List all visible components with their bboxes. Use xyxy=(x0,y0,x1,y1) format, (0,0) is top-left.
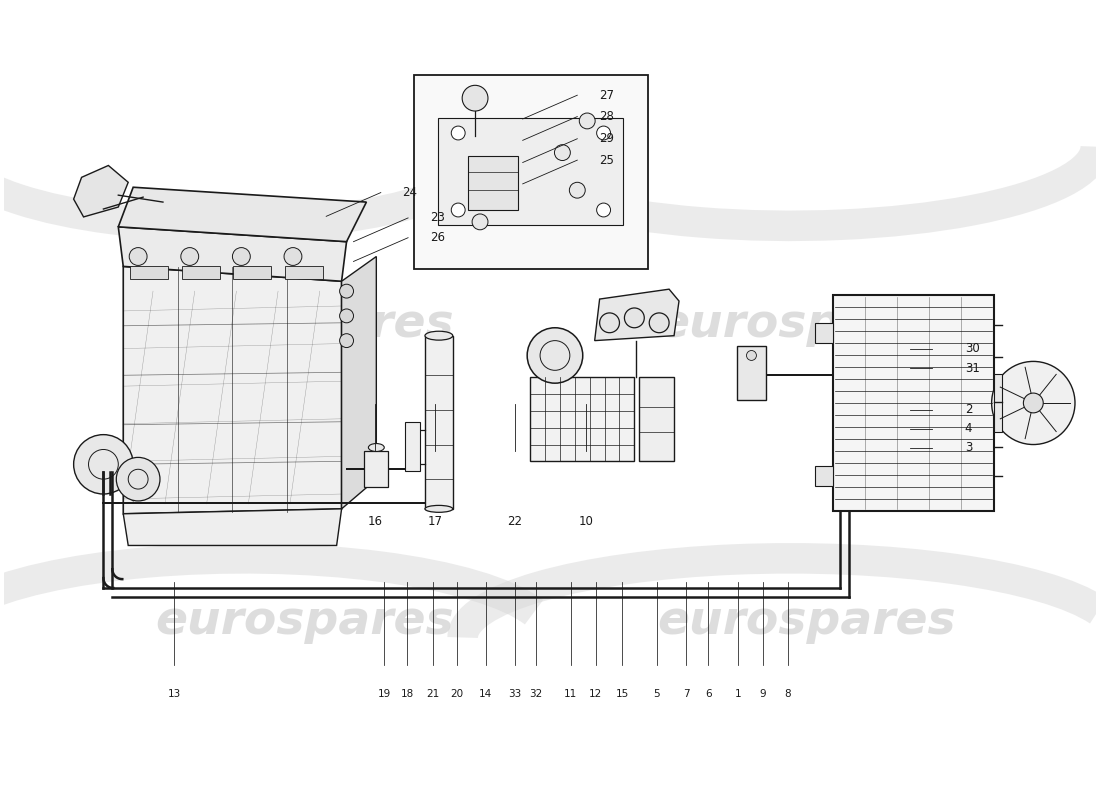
Bar xyxy=(469,155,518,210)
Text: 9: 9 xyxy=(760,689,767,699)
Text: 28: 28 xyxy=(600,110,614,123)
Polygon shape xyxy=(342,257,376,509)
Circle shape xyxy=(340,309,353,323)
Text: 23: 23 xyxy=(430,211,444,225)
Bar xyxy=(639,378,674,462)
Text: eurospares: eurospares xyxy=(657,302,956,347)
Polygon shape xyxy=(74,166,129,217)
Polygon shape xyxy=(815,323,833,342)
Text: 7: 7 xyxy=(683,689,690,699)
Polygon shape xyxy=(130,266,168,279)
Circle shape xyxy=(74,434,133,494)
Circle shape xyxy=(1023,393,1043,413)
Circle shape xyxy=(991,362,1075,445)
Circle shape xyxy=(451,126,465,140)
Circle shape xyxy=(570,182,585,198)
Ellipse shape xyxy=(425,506,453,512)
Text: 24: 24 xyxy=(403,186,418,199)
Text: 19: 19 xyxy=(377,689,390,699)
Circle shape xyxy=(527,328,583,383)
Text: 26: 26 xyxy=(430,231,444,244)
Circle shape xyxy=(554,145,570,161)
Circle shape xyxy=(596,203,611,217)
Text: 30: 30 xyxy=(965,342,980,355)
Polygon shape xyxy=(425,336,453,509)
Text: 3: 3 xyxy=(965,441,972,454)
Text: 31: 31 xyxy=(965,362,980,375)
Text: 33: 33 xyxy=(508,689,521,699)
Text: 27: 27 xyxy=(600,89,614,102)
Text: 21: 21 xyxy=(427,689,440,699)
Bar xyxy=(439,118,624,225)
Polygon shape xyxy=(405,422,420,471)
Text: 6: 6 xyxy=(705,689,712,699)
Text: 5: 5 xyxy=(653,689,660,699)
Circle shape xyxy=(462,86,488,111)
Bar xyxy=(737,346,767,400)
Text: 16: 16 xyxy=(367,514,383,528)
Circle shape xyxy=(600,313,619,333)
Polygon shape xyxy=(595,289,679,341)
Circle shape xyxy=(649,313,669,333)
Text: 13: 13 xyxy=(168,689,182,699)
Circle shape xyxy=(117,458,160,501)
Text: 2: 2 xyxy=(965,403,972,416)
Text: 25: 25 xyxy=(600,154,614,166)
Text: 12: 12 xyxy=(590,689,603,699)
Circle shape xyxy=(340,284,353,298)
Ellipse shape xyxy=(368,443,384,451)
Text: 32: 32 xyxy=(529,689,542,699)
Circle shape xyxy=(284,248,301,266)
Text: 1: 1 xyxy=(735,689,741,699)
Bar xyxy=(993,374,1002,432)
Text: eurospares: eurospares xyxy=(155,599,453,644)
Polygon shape xyxy=(119,187,366,242)
Circle shape xyxy=(747,350,757,361)
Text: eurospares: eurospares xyxy=(155,302,453,347)
Circle shape xyxy=(451,203,465,217)
Bar xyxy=(530,378,635,462)
Text: 4: 4 xyxy=(965,422,972,435)
Text: 10: 10 xyxy=(579,514,594,528)
Circle shape xyxy=(625,308,645,328)
Circle shape xyxy=(472,214,488,230)
Text: 11: 11 xyxy=(564,689,578,699)
Circle shape xyxy=(580,113,595,129)
Circle shape xyxy=(596,126,611,140)
Polygon shape xyxy=(233,266,271,279)
Polygon shape xyxy=(182,266,220,279)
Circle shape xyxy=(340,334,353,347)
Polygon shape xyxy=(815,466,833,486)
Polygon shape xyxy=(119,227,346,282)
Text: 20: 20 xyxy=(451,689,464,699)
Bar xyxy=(364,451,388,487)
Circle shape xyxy=(129,248,147,266)
Text: 22: 22 xyxy=(507,514,522,528)
Text: 18: 18 xyxy=(400,689,414,699)
Text: eurospares: eurospares xyxy=(657,599,956,644)
Text: 29: 29 xyxy=(600,132,614,146)
Polygon shape xyxy=(123,509,342,546)
Ellipse shape xyxy=(425,331,453,340)
Text: 17: 17 xyxy=(428,514,443,528)
Text: 8: 8 xyxy=(784,689,791,699)
Circle shape xyxy=(232,248,251,266)
Polygon shape xyxy=(285,266,322,279)
Text: 14: 14 xyxy=(478,689,492,699)
Bar xyxy=(414,75,648,270)
Text: 15: 15 xyxy=(615,689,629,699)
Bar xyxy=(833,295,993,511)
Polygon shape xyxy=(123,266,342,514)
Circle shape xyxy=(180,248,199,266)
